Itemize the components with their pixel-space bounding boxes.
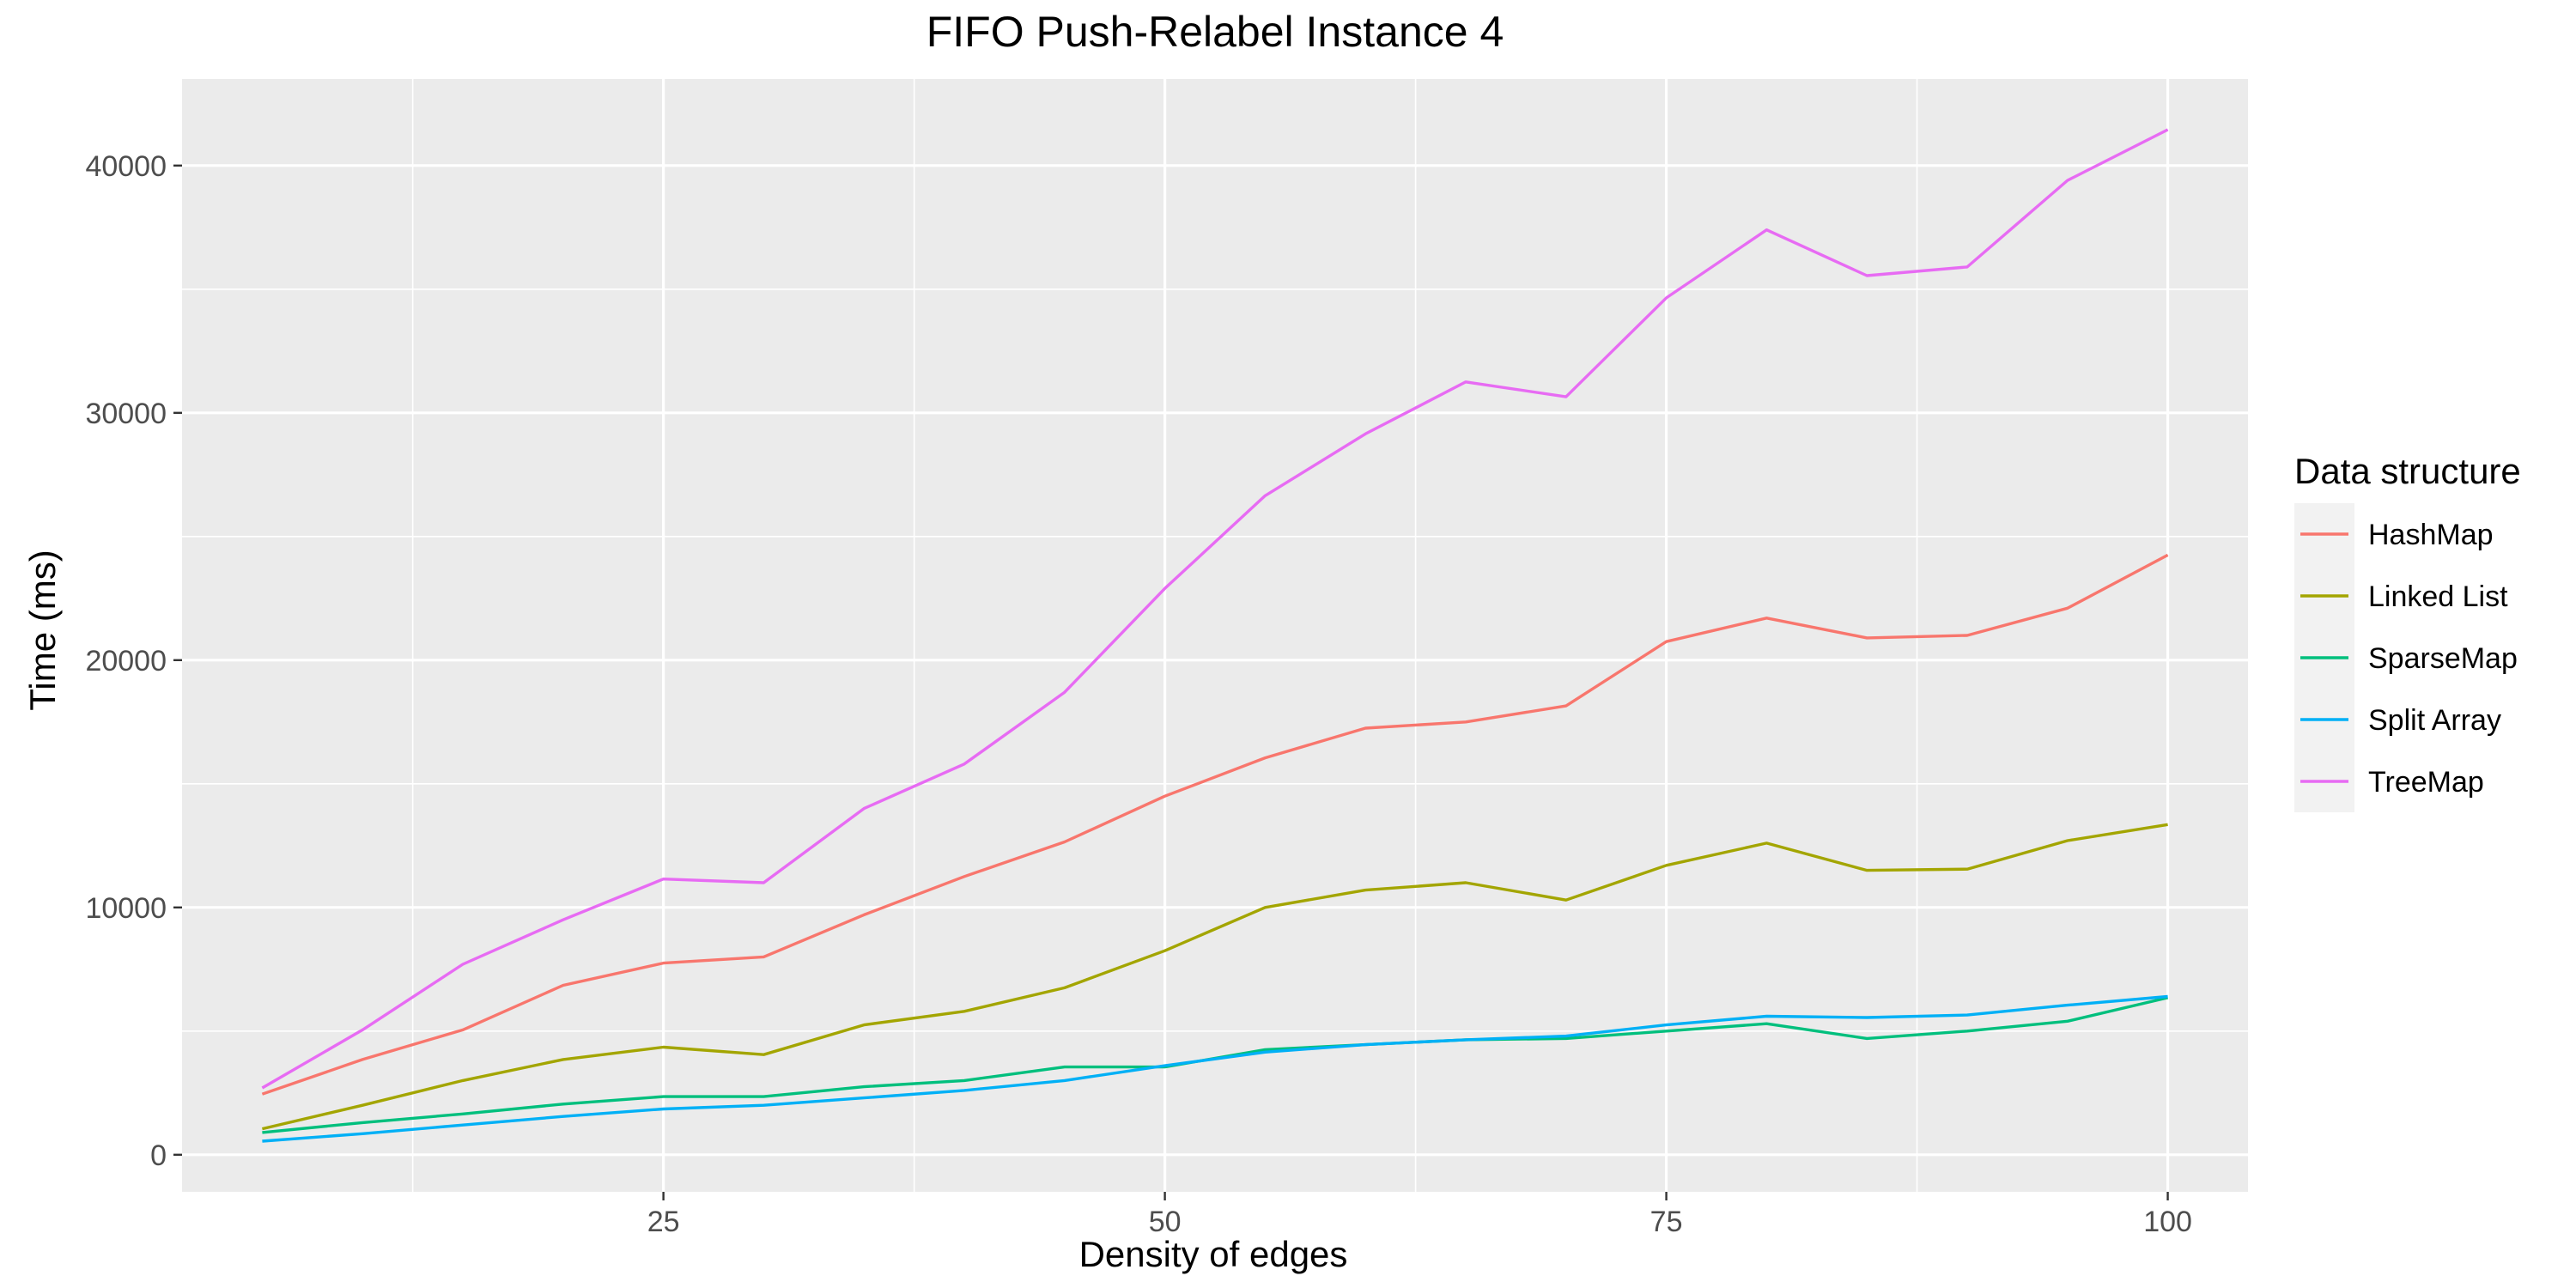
y-tick-label: 0 [150, 1139, 167, 1172]
x-tick-label: 50 [1149, 1206, 1182, 1238]
x-tick-labels: 25 50 75 100 [647, 1206, 2192, 1238]
series-lines [261, 128, 2169, 1143]
axis-ticks [173, 164, 2169, 1200]
legend: Data structure HashMap Linked List SparseM… [2294, 451, 2521, 812]
x-tick-label: 100 [2143, 1206, 2192, 1238]
legend-title: Data structure [2294, 451, 2521, 491]
series-line-linked-list [262, 823, 2168, 1131]
legend-item-split-array: Split Array [2294, 689, 2501, 750]
series-line-split-array [262, 994, 2168, 1143]
legend-label: HashMap [2368, 519, 2494, 551]
legend-item-sparsemap: SparseMap [2294, 627, 2518, 689]
legend-item-hashmap: HashMap [2294, 503, 2494, 565]
major-gridlines [182, 79, 2248, 1192]
legend-item-treemap: TreeMap [2294, 750, 2484, 812]
minor-gridlines [182, 79, 2248, 1192]
y-tick-label: 30000 [85, 398, 167, 430]
series-line-treemap [261, 128, 2169, 1090]
legend-label: Linked List [2368, 580, 2508, 613]
chart-title: FIFO Push-Relabel Instance 4 [926, 8, 1504, 56]
plot-panel [182, 79, 2248, 1192]
x-tick-label: 25 [647, 1206, 680, 1238]
y-tick-label: 10000 [85, 892, 167, 925]
legend-label: TreeMap [2368, 766, 2484, 799]
legend-item-linked-list: Linked List [2294, 565, 2508, 627]
legend-label: Split Array [2368, 704, 2501, 737]
y-axis-title: Time (ms) [22, 550, 63, 710]
x-axis-title: Density of edges [1079, 1234, 1348, 1274]
y-tick-label: 20000 [85, 645, 167, 677]
x-tick-label: 75 [1650, 1206, 1683, 1238]
y-tick-label: 40000 [85, 150, 167, 183]
y-tick-labels: 0 10000 20000 30000 40000 [85, 150, 167, 1172]
legend-label: SparseMap [2368, 642, 2518, 675]
series-line-hashmap [261, 553, 2169, 1096]
